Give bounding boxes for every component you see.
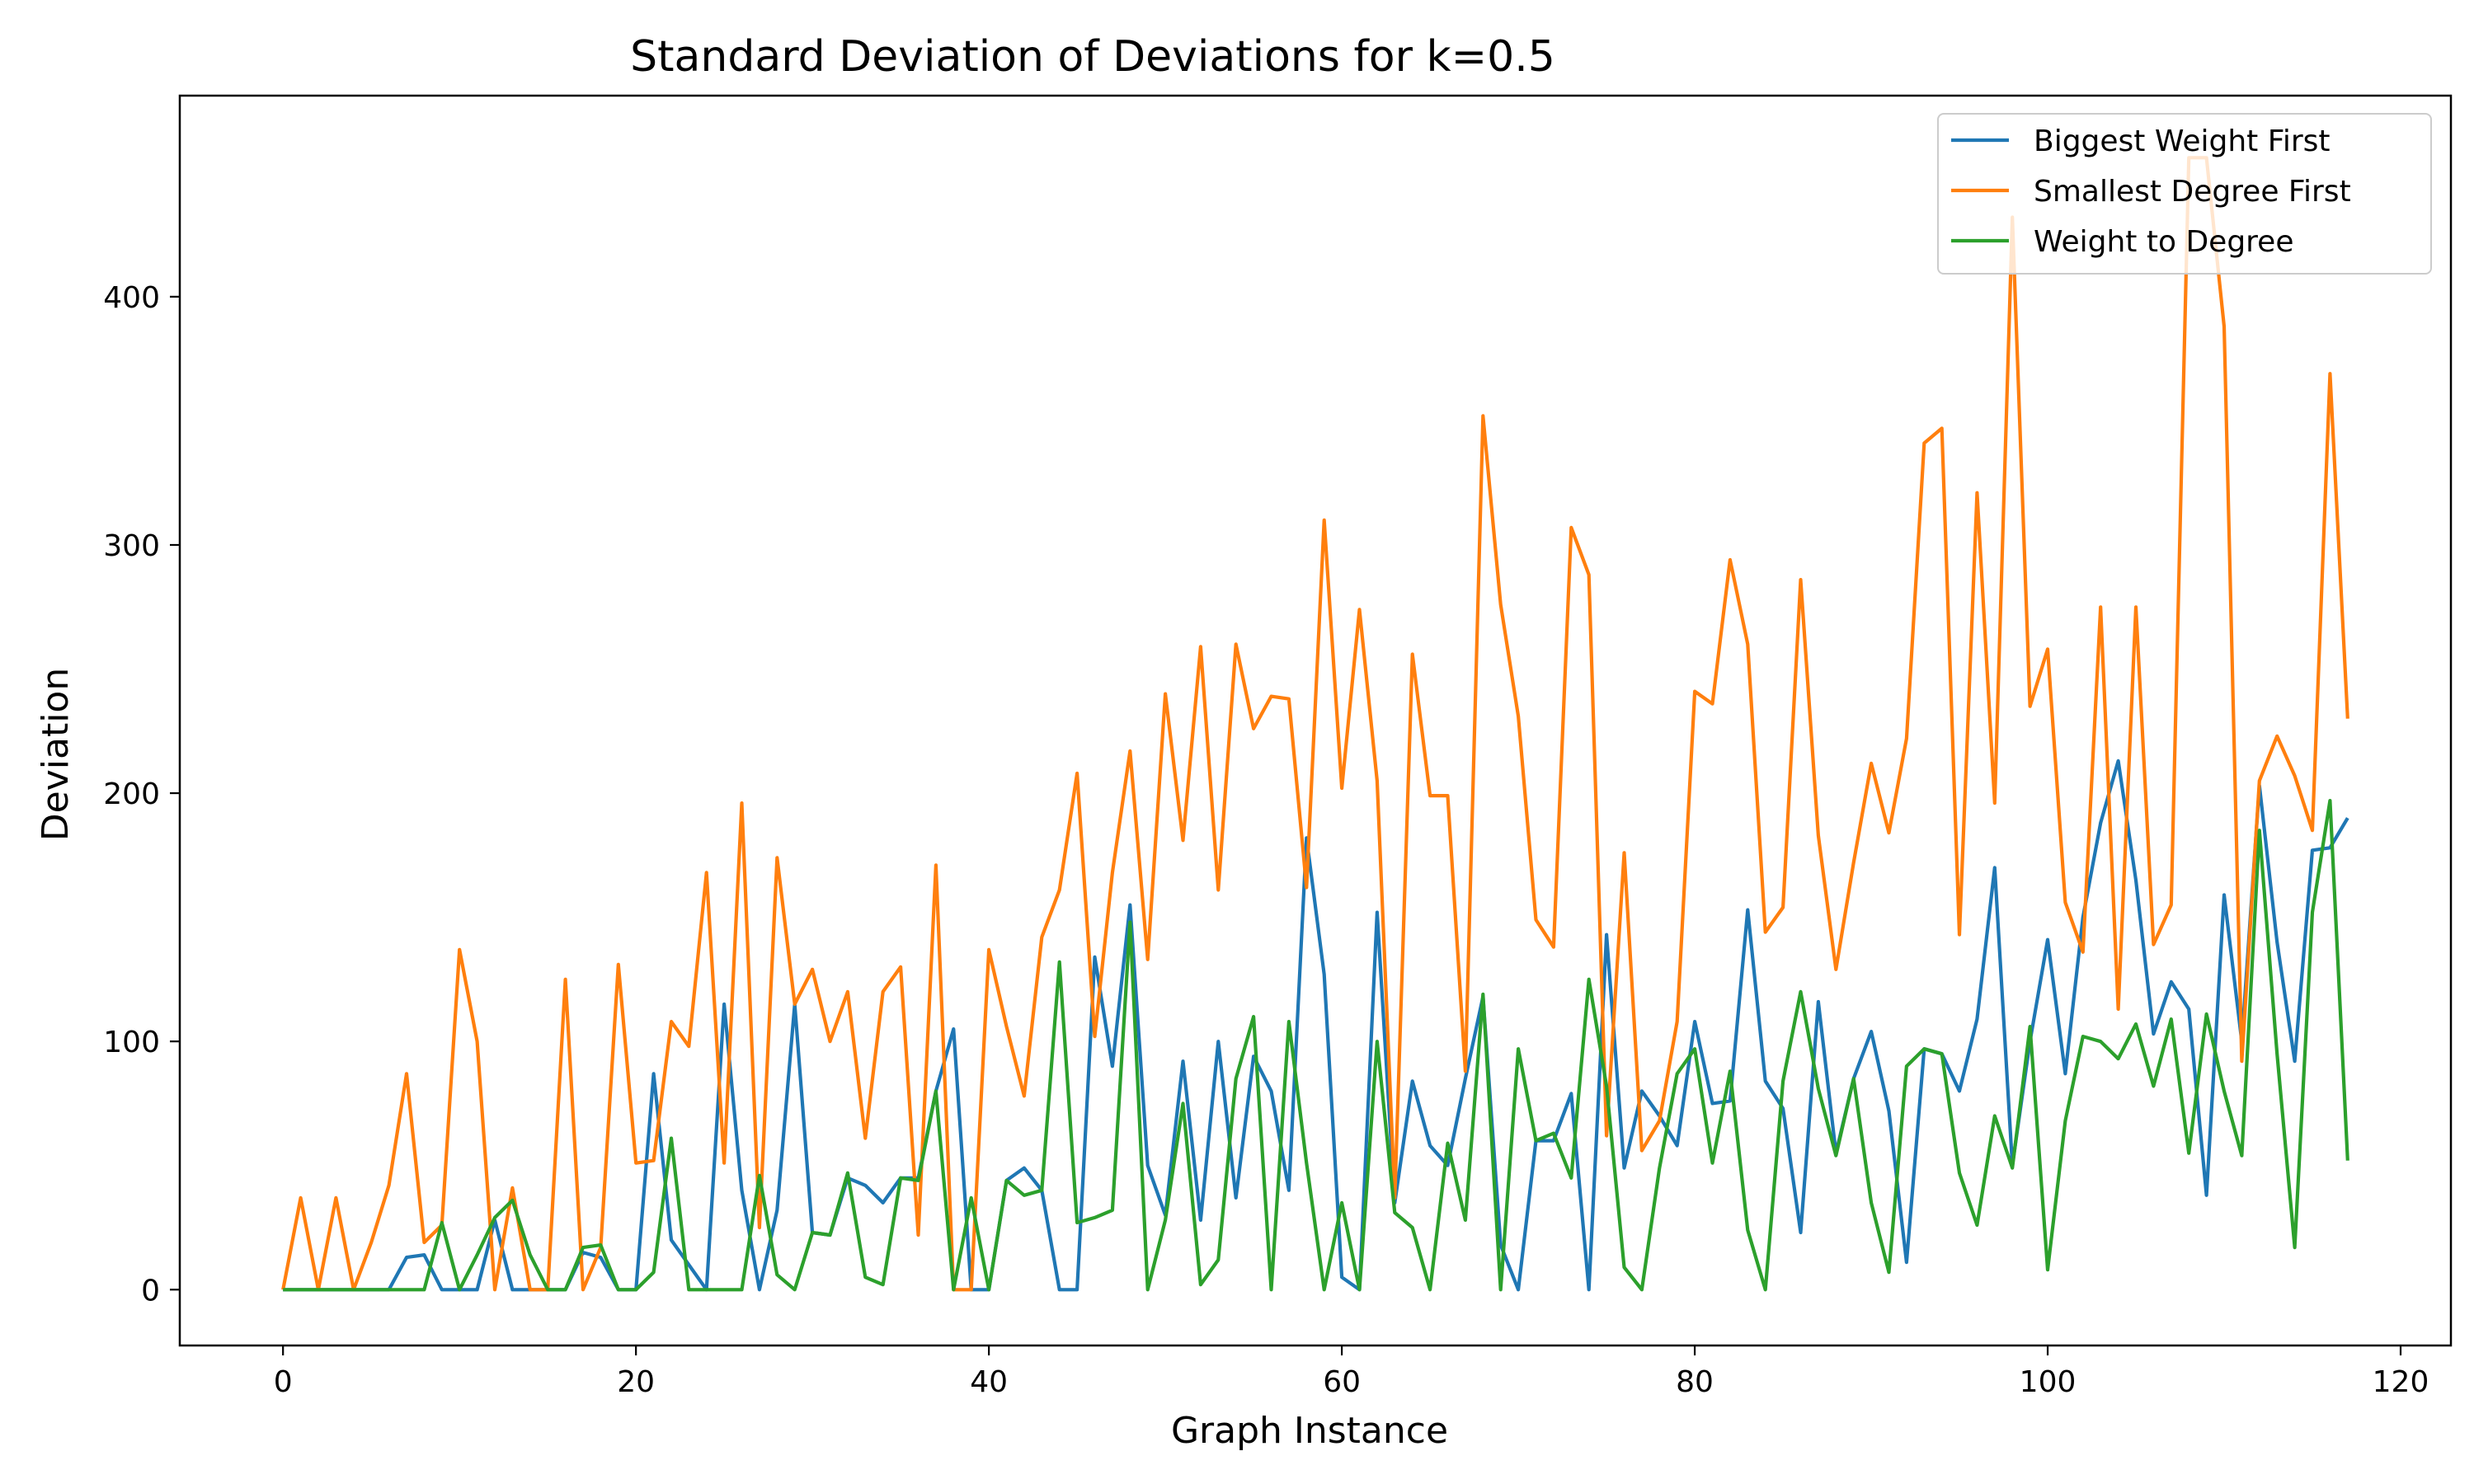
series-layer <box>281 156 2349 1292</box>
axes-frame <box>178 94 2453 1347</box>
y-tick-label: 0 <box>141 1274 160 1308</box>
x-tick-label: 40 <box>970 1365 1008 1399</box>
legend-label: Weight to Degree <box>2034 225 2293 259</box>
x-axis-label: Graph Instance <box>1171 1410 1448 1452</box>
legend: Biggest Weight First Smallest Degree Firs… <box>1937 113 2432 275</box>
legend-label: Smallest Degree First <box>2034 175 2351 209</box>
legend-box <box>1937 113 2432 275</box>
series-line-smallest-degree-first <box>281 156 2349 1292</box>
x-axis: 0 20 40 60 80 100 120 <box>274 1345 2429 1399</box>
x-tick-label: 20 <box>617 1365 655 1399</box>
series-line-weight-to-degree <box>283 798 2349 1292</box>
x-tick-label: 100 <box>2020 1365 2077 1399</box>
y-tick-label: 400 <box>103 281 160 315</box>
y-tick-label: 100 <box>103 1026 160 1059</box>
chart-title: Standard Deviation of Deviations for k=0… <box>630 32 1555 82</box>
y-tick-label: 300 <box>103 529 160 563</box>
x-tick-label: 120 <box>2373 1365 2429 1399</box>
x-tick-label: 80 <box>1676 1365 1714 1399</box>
legend-label: Biggest Weight First <box>2034 124 2331 158</box>
y-axis-label: Deviation <box>35 668 77 841</box>
x-tick-label: 60 <box>1323 1365 1361 1399</box>
x-tick-label: 0 <box>274 1365 293 1399</box>
y-axis: 0 100 200 300 400 <box>103 281 180 1308</box>
y-tick-label: 200 <box>103 777 160 811</box>
